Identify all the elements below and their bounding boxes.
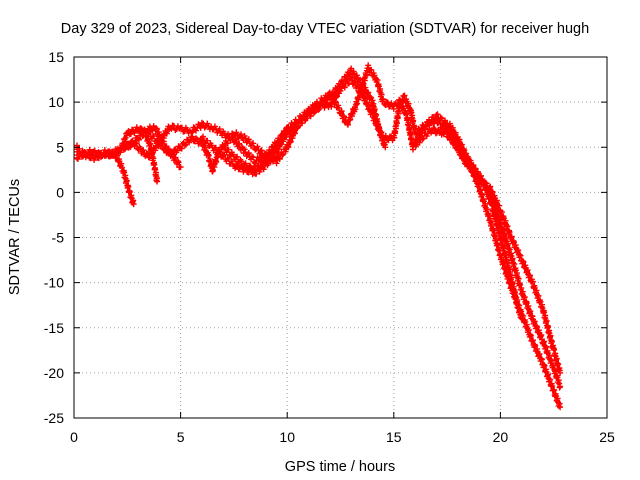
x-tick-label: 10 <box>279 429 295 445</box>
marker-trail-trace-8 <box>412 111 564 391</box>
series-trace-8 <box>412 111 564 391</box>
x-tick-label: 15 <box>386 429 402 445</box>
marker-trail-trace-4 <box>113 119 291 167</box>
series-trace-6 <box>198 62 564 376</box>
grid-lines <box>74 57 607 418</box>
y-tick-label: -15 <box>44 320 64 336</box>
y-tick-label: -25 <box>44 410 64 426</box>
y-tick-label: 15 <box>48 49 64 65</box>
y-tick-label: -5 <box>52 230 65 246</box>
x-tick-label: 25 <box>599 429 615 445</box>
y-tick-label: 5 <box>56 139 64 155</box>
axis-ticks: -25 -20 -15 -10 -5 0 5 10 15 0 5 10 15 20 25 <box>44 49 615 445</box>
series-trace-9 <box>437 124 525 322</box>
y-tick-label: 0 <box>56 184 64 200</box>
x-tick-label: 20 <box>493 429 509 445</box>
marker-trail-trace-9 <box>437 124 525 322</box>
data-markers <box>74 62 564 411</box>
x-tick-label: 5 <box>177 429 185 445</box>
y-axis-label: SDTVAR / TECUs <box>7 179 23 295</box>
y-tick-label: -20 <box>44 365 64 381</box>
x-axis-label: GPS time / hours <box>285 459 395 475</box>
chart-title: Day 329 of 2023, Sidereal Day-to-day VTE… <box>61 21 589 37</box>
series-trace-4 <box>113 119 291 167</box>
x-tick-label: 0 <box>70 429 78 445</box>
marker-trail-trace-6 <box>198 62 564 376</box>
y-tick-label: 10 <box>48 94 64 110</box>
y-tick-label: -10 <box>44 275 64 291</box>
